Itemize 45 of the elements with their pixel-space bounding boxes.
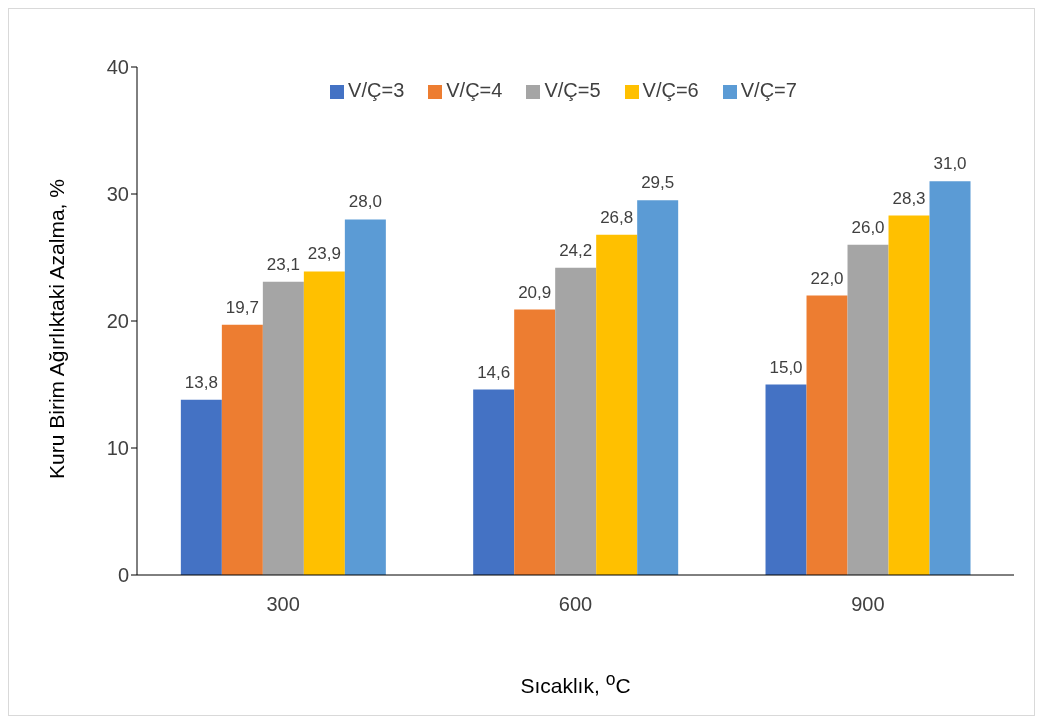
data-label: 13,8 [184, 372, 218, 392]
bar [806, 295, 848, 575]
data-label: 28,3 [892, 188, 926, 208]
bar [847, 244, 889, 575]
bar [888, 215, 930, 575]
data-label: 29,5 [641, 173, 675, 193]
bar [221, 324, 263, 575]
data-label: 22,0 [810, 268, 844, 288]
legend-label: V/Ç=6 [642, 79, 699, 101]
x-tick-label: 900 [851, 593, 885, 616]
y-tick-label: 30 [106, 183, 129, 206]
legend-label: V/Ç=7 [740, 79, 797, 101]
x-tick-label: 300 [266, 593, 300, 616]
data-label: 24,2 [559, 240, 593, 260]
bar [473, 389, 515, 575]
y-tick-label: 40 [106, 56, 129, 79]
bar [514, 309, 556, 575]
bar [303, 271, 345, 575]
legend-label: V/Ç=4 [446, 79, 503, 101]
data-label: 23,1 [266, 254, 300, 274]
x-tick-label: 600 [558, 593, 593, 616]
bar [637, 200, 679, 575]
data-label: 31,0 [933, 154, 967, 174]
data-label: 20,9 [518, 282, 552, 302]
bar [765, 384, 807, 575]
bar [555, 267, 597, 575]
bar [929, 181, 971, 575]
data-label: 26,8 [600, 207, 634, 227]
bar [596, 234, 638, 575]
legend-label: V/Ç=3 [348, 79, 405, 101]
data-label: 14,6 [477, 362, 511, 382]
y-tick-label: 20 [106, 310, 129, 333]
x-axis-title: Sıcaklık, $^{o}$C [519, 669, 632, 698]
bar [344, 219, 386, 575]
data-label: 26,0 [851, 217, 885, 237]
y-axis-title: Kuru Birim Ağırlıktaki Azalma, % [45, 179, 69, 479]
bar [180, 399, 222, 575]
data-label: 28,0 [348, 192, 382, 212]
y-tick-label: 0 [117, 564, 129, 587]
data-label: 19,7 [225, 297, 259, 317]
data-label: 23,9 [307, 244, 341, 264]
data-label: 15,0 [769, 357, 803, 377]
bar [262, 281, 304, 575]
legend-label: V/Ç=5 [544, 79, 601, 101]
y-tick-label: 10 [106, 437, 129, 460]
